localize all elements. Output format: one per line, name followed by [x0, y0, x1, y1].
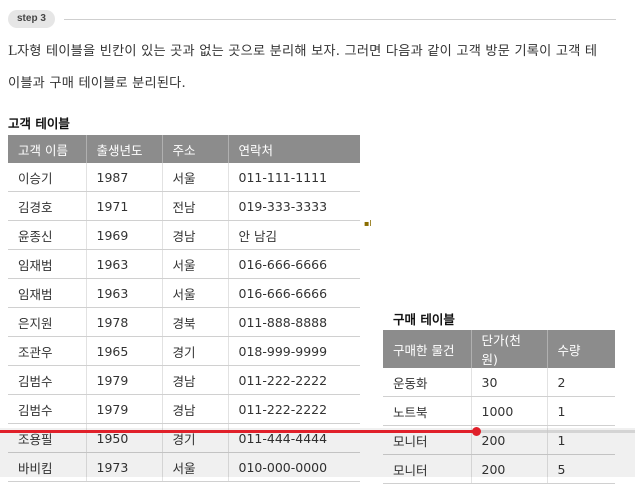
column-header: 구매한 물건 [383, 330, 472, 368]
step-header: step 3 [8, 10, 616, 30]
table-cell: 경남 [162, 220, 229, 250]
step-divider [64, 19, 616, 20]
purchase-table-header: 구매한 물건 단가(천 원) 수량 [383, 330, 615, 368]
table-row: 김경호 1971 전남 019-333-3333 [8, 191, 360, 221]
video-progress-bar[interactable] [0, 427, 635, 436]
table-cell: 2 [547, 368, 615, 397]
table-row: 임재범 1963 서울 016-666-6666 [8, 278, 360, 308]
table-cell: 1963 [86, 278, 163, 308]
table-cell: 경기 [162, 336, 229, 366]
table-cell: 김범수 [8, 394, 87, 424]
text-cursor-icon: ▪︎I [364, 219, 372, 228]
column-header: 주소 [162, 135, 229, 163]
table-cell: 1971 [86, 191, 163, 221]
table-cell: 서울 [162, 278, 229, 308]
table-cell: 1978 [86, 307, 163, 337]
column-header: 고객 이름 [8, 135, 87, 163]
table-cell: 임재범 [8, 249, 87, 279]
table-cell: 안 남김 [228, 220, 360, 250]
table-cell: 016-666-6666 [228, 278, 360, 308]
table-cell: 011-888-8888 [228, 307, 360, 337]
table-cell: 1969 [86, 220, 163, 250]
table-cell: 011-111-1111 [228, 163, 360, 192]
table-cell: 김범수 [8, 365, 87, 395]
customer-table: 고객 이름 출생년도 주소 연락처 이승기 1987 서울 011-111-1111 김경호 1… [8, 135, 360, 482]
table-cell: 018-999-9999 [228, 336, 360, 366]
purchase-table: 구매한 물건 단가(천 원) 수량 운동화 30 2 노트북 1000 1 모니터 200 1 모니터… [383, 330, 615, 484]
paragraph-line-1: L자형 테이블을 빈칸이 있는 곳과 없는 곳으로 분리해 보자. 그러면 다음… [8, 44, 598, 59]
table-cell: 1 [547, 396, 615, 426]
table-cell: 운동화 [383, 368, 472, 397]
table-cell: 은지원 [8, 307, 87, 337]
column-header: 연락처 [228, 135, 360, 163]
table-cell: 임재범 [8, 278, 87, 308]
table-cell: 경남 [162, 365, 229, 395]
instruction-paragraph: L자형 테이블을 빈칸이 있는 곳과 없는 곳으로 분리해 보자. 그러면 다음… [8, 36, 620, 100]
table-cell: 011-444-4444 [228, 423, 360, 453]
table-row: 조관우 1965 경기 018-999-9999 [8, 336, 360, 366]
table-row: 운동화 30 2 [383, 368, 615, 397]
table-cell: 전남 [162, 191, 229, 221]
table-row: 은지원 1978 경북 011-888-8888 [8, 307, 360, 337]
column-header: 수량 [547, 330, 615, 368]
table-cell: 이승기 [8, 163, 87, 192]
progress-fill [0, 430, 477, 433]
table-cell: 1987 [86, 163, 163, 192]
table-row: 김범수 1979 경남 011-222-2222 [8, 394, 360, 424]
table-row: 이승기 1987 서울 011-111-1111 [8, 163, 360, 192]
progress-scrubber[interactable] [472, 427, 482, 436]
table-cell: 서울 [162, 249, 229, 279]
table-cell: 노트북 [383, 396, 472, 426]
paragraph-line-2: 이블과 구매 테이블로 분리된다. [8, 76, 186, 91]
purchase-table-title: 구매 테이블 [393, 312, 455, 327]
table-cell: 경기 [162, 423, 229, 453]
table-cell: 011-222-2222 [228, 365, 360, 395]
table-cell: 조용필 [8, 423, 87, 453]
table-cell: 경남 [162, 394, 229, 424]
table-row: 임재범 1963 서울 016-666-6666 [8, 249, 360, 279]
table-cell: 1979 [86, 394, 163, 424]
table-cell: 1979 [86, 365, 163, 395]
table-cell: 경북 [162, 307, 229, 337]
table-cell: 김경호 [8, 191, 87, 221]
table-cell: 011-222-2222 [228, 394, 360, 424]
column-header: 출생년도 [86, 135, 163, 163]
customer-table-title: 고객 테이블 [8, 116, 70, 131]
table-cell: 30 [471, 368, 548, 397]
table-cell: 1000 [471, 396, 548, 426]
table-cell: 019-333-3333 [228, 191, 360, 221]
table-cell: 1963 [86, 249, 163, 279]
table-row: 조용필 1950 경기 011-444-4444 [8, 423, 360, 453]
table-cell: 윤종신 [8, 220, 87, 250]
table-cell: 서울 [162, 163, 229, 192]
table-cell: 조관우 [8, 336, 87, 366]
table-row: 김범수 1979 경남 011-222-2222 [8, 365, 360, 395]
table-row: 윤종신 1969 경남 안 남김 [8, 220, 360, 250]
step-badge: step 3 [8, 10, 55, 28]
column-header: 단가(천 원) [471, 330, 548, 368]
table-cell: 1965 [86, 336, 163, 366]
table-cell: 1950 [86, 423, 163, 453]
table-cell: 016-666-6666 [228, 249, 360, 279]
table-row: 노트북 1000 1 [383, 396, 615, 426]
player-overlay [0, 428, 635, 477]
customer-table-header: 고객 이름 출생년도 주소 연락처 [8, 135, 360, 163]
